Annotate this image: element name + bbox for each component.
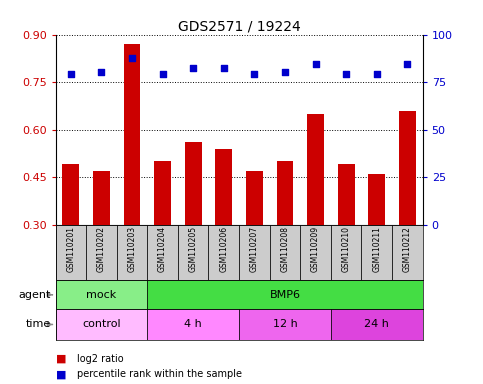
Bar (178, 225, 209, 280)
Point (251, 70, 258, 76)
Text: ■: ■ (56, 354, 66, 364)
Text: GSM110207: GSM110207 (250, 226, 259, 272)
Bar (270, 225, 300, 280)
Bar (62, 164, 79, 319)
Point (342, 70, 350, 76)
Text: GSM110211: GSM110211 (372, 226, 381, 272)
Text: GSM110208: GSM110208 (281, 226, 289, 272)
Bar (185, 142, 201, 319)
Text: GSM110205: GSM110205 (189, 226, 198, 272)
Bar (147, 280, 423, 309)
Bar (399, 111, 416, 319)
Bar (361, 225, 392, 280)
Bar (215, 149, 232, 319)
Text: percentile rank within the sample: percentile rank within the sample (77, 369, 242, 379)
Bar (124, 44, 141, 319)
Bar (300, 225, 331, 280)
Text: agent: agent (18, 290, 51, 300)
Text: mock: mock (86, 290, 116, 300)
Point (98, 69, 105, 75)
Bar (56, 309, 147, 340)
Bar (93, 171, 110, 319)
Bar (56, 225, 86, 280)
Bar (369, 174, 385, 319)
Bar (86, 225, 117, 280)
Point (67, 70, 75, 76)
Text: ■: ■ (56, 369, 66, 379)
Point (220, 65, 227, 71)
Text: GSM110202: GSM110202 (97, 226, 106, 272)
Bar (331, 309, 423, 340)
Text: 24 h: 24 h (364, 319, 389, 329)
Bar (209, 225, 239, 280)
Text: GSM110201: GSM110201 (66, 226, 75, 272)
Text: log2 ratio: log2 ratio (77, 354, 124, 364)
Bar (331, 225, 361, 280)
Bar (277, 161, 293, 319)
Text: GSM110210: GSM110210 (341, 226, 351, 272)
Text: GSM110206: GSM110206 (219, 226, 228, 272)
Bar (154, 161, 171, 319)
Point (403, 61, 411, 67)
Text: 12 h: 12 h (272, 319, 298, 329)
Bar (392, 225, 423, 280)
Bar (307, 114, 324, 319)
Text: GSM110203: GSM110203 (128, 226, 137, 272)
Text: GSM110212: GSM110212 (403, 226, 412, 272)
Point (373, 70, 381, 76)
Bar (117, 225, 147, 280)
Text: GSM110209: GSM110209 (311, 226, 320, 272)
Text: control: control (82, 319, 121, 329)
Point (312, 61, 319, 67)
Point (281, 69, 289, 75)
Bar (56, 280, 147, 309)
Point (128, 55, 136, 61)
Bar (147, 225, 178, 280)
Bar (147, 309, 239, 340)
Point (189, 65, 197, 71)
Text: GSM110204: GSM110204 (158, 226, 167, 272)
Bar (338, 164, 355, 319)
Title: GDS2571 / 19224: GDS2571 / 19224 (178, 20, 300, 33)
Bar (239, 309, 331, 340)
Point (159, 70, 167, 76)
Bar (239, 225, 270, 280)
Text: 4 h: 4 h (185, 319, 202, 329)
Text: time: time (26, 319, 51, 329)
Text: BMP6: BMP6 (270, 290, 300, 300)
Bar (246, 171, 263, 319)
